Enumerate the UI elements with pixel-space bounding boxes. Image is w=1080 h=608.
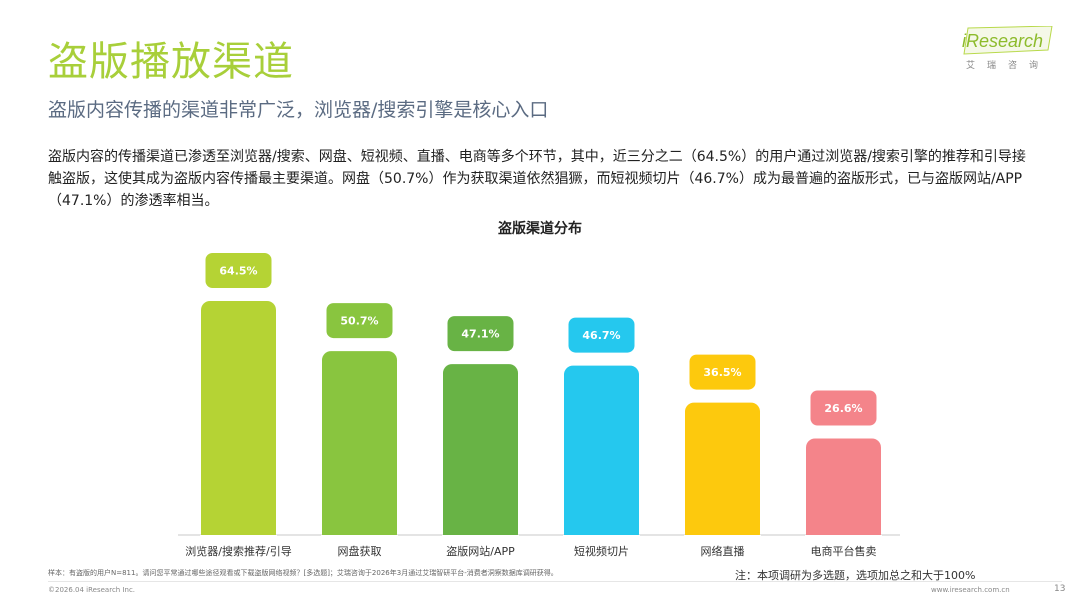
value-label-box [810, 390, 877, 426]
page-number: 13 [1054, 584, 1066, 594]
category-label: 短视频切片 [574, 544, 629, 558]
value-label-box [568, 317, 635, 353]
bar-3 [443, 364, 518, 543]
summary-paragraph: 盗版内容的传播渠道已渗透至浏览器/搜索、网盘、短视频、直播、电商等多个环节，其中… [48, 149, 1026, 209]
chart-title: 盗版渠道分布 [498, 221, 582, 237]
value-label: 46.7% [582, 329, 620, 342]
bar-base-mask [200, 535, 277, 545]
website-link[interactable]: www.iresearch.com.cn [931, 586, 1010, 594]
category-label: 网络直播 [701, 544, 745, 558]
multi-select-note: 注：本项调研为多选题，选项加总之和大于100% [735, 569, 976, 582]
bar-4 [564, 365, 639, 543]
logo-brand-text: iResearch [962, 31, 1044, 51]
sample-note: 样本：有盗版的用户N=811。请问您平常通过哪些途径观看或下载盗版网络视频？[多… [48, 569, 558, 577]
logo-tagline: 艾瑞咨询 [966, 61, 1051, 71]
value-label-box [205, 253, 272, 288]
value-label: 36.5% [703, 366, 741, 379]
value-label-box [326, 303, 393, 339]
bar-6 [806, 438, 881, 543]
category-label: 电商平台售卖 [811, 544, 877, 558]
category-label: 浏览器/搜索推荐/引导 [185, 544, 291, 558]
value-label: 26.6% [824, 402, 862, 415]
bar-base-mask [805, 535, 882, 545]
category-label: 网盘获取 [338, 544, 382, 558]
value-label: 50.7% [340, 315, 378, 328]
bar-base-mask [321, 535, 398, 545]
category-label: 盗版网站/APP [446, 544, 515, 558]
iresearch-logo: iResearch 艾瑞咨询 [962, 25, 1054, 76]
bar-1 [201, 301, 276, 543]
page-title: 盗版播放渠道 [48, 39, 294, 85]
footer-divider [48, 581, 1062, 582]
value-label-box [689, 354, 756, 390]
bar-base-mask [684, 535, 761, 545]
bar-2 [322, 351, 397, 543]
bar-5 [685, 402, 760, 543]
copyright-text: ©2026.04 iResearch Inc. [48, 586, 136, 594]
bar-base-mask [563, 535, 640, 545]
logo-badge-icon [963, 25, 1053, 55]
bar-base-mask [442, 535, 519, 545]
value-label: 47.1% [461, 328, 499, 341]
value-label: 64.5% [219, 265, 257, 278]
page-subtitle: 盗版内容传播的渠道非常广泛，浏览器/搜索引擎是核心入口 [48, 99, 549, 121]
value-label-box [447, 316, 514, 352]
